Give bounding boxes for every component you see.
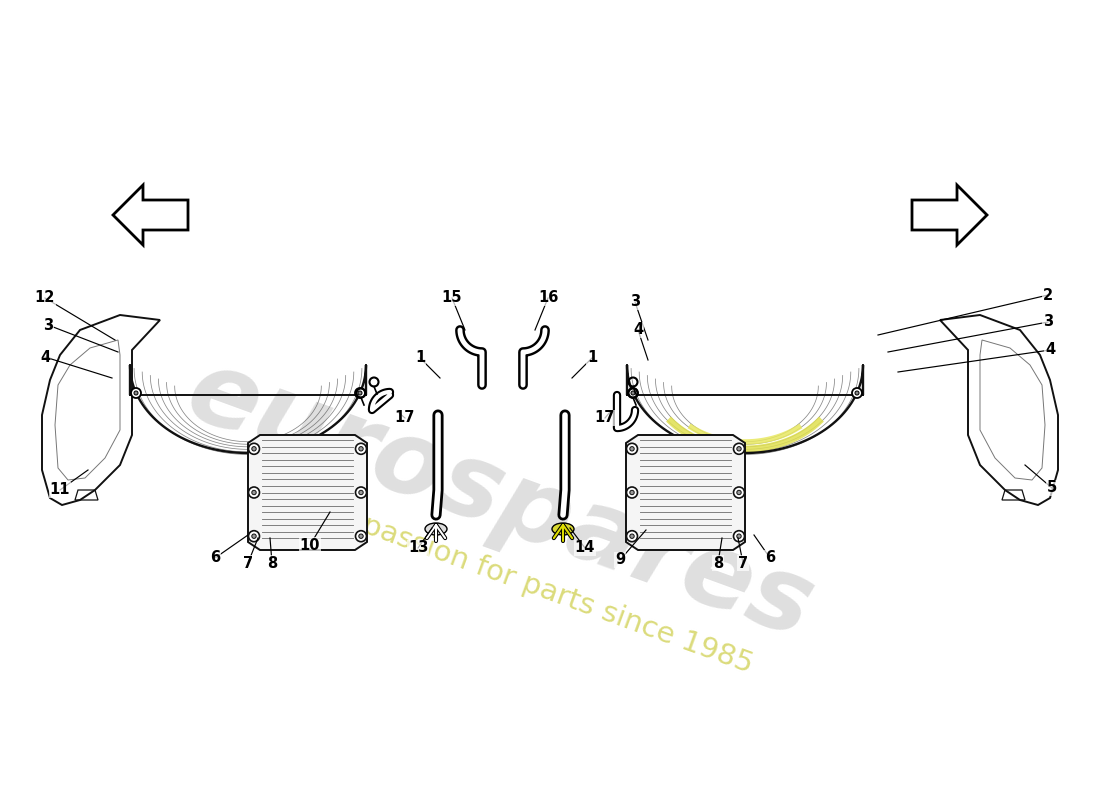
Text: 10: 10 <box>299 538 320 553</box>
Circle shape <box>355 530 366 542</box>
Circle shape <box>355 388 365 398</box>
Circle shape <box>358 391 362 395</box>
Circle shape <box>359 490 363 494</box>
Text: 1: 1 <box>415 350 425 366</box>
Circle shape <box>852 388 862 398</box>
Circle shape <box>249 487 260 498</box>
Circle shape <box>630 534 635 538</box>
Ellipse shape <box>552 523 574 535</box>
Circle shape <box>737 534 741 538</box>
Circle shape <box>134 391 138 395</box>
Text: 2: 2 <box>1043 287 1053 302</box>
Text: 6: 6 <box>764 550 776 566</box>
Circle shape <box>737 446 741 451</box>
Text: 7: 7 <box>243 555 253 570</box>
Text: 8: 8 <box>713 555 723 570</box>
Circle shape <box>628 388 638 398</box>
Text: 15: 15 <box>442 290 462 306</box>
Circle shape <box>252 446 256 451</box>
Circle shape <box>855 391 859 395</box>
Circle shape <box>131 388 141 398</box>
Circle shape <box>734 487 745 498</box>
Text: 17: 17 <box>395 410 415 426</box>
Text: 8: 8 <box>267 555 277 570</box>
Text: 17: 17 <box>595 410 615 426</box>
Circle shape <box>355 487 366 498</box>
Circle shape <box>355 443 366 454</box>
Polygon shape <box>248 435 367 550</box>
Circle shape <box>249 443 260 454</box>
Polygon shape <box>626 435 745 550</box>
Circle shape <box>627 487 638 498</box>
Circle shape <box>630 446 635 451</box>
Circle shape <box>627 530 638 542</box>
Text: 12: 12 <box>35 290 55 306</box>
Circle shape <box>630 490 635 494</box>
Text: 14: 14 <box>575 541 595 555</box>
Circle shape <box>627 443 638 454</box>
Circle shape <box>631 391 635 395</box>
Circle shape <box>252 490 256 494</box>
Text: 13: 13 <box>408 541 428 555</box>
Text: 6: 6 <box>210 550 220 566</box>
Text: 3: 3 <box>43 318 53 333</box>
Circle shape <box>359 446 363 451</box>
Text: 4: 4 <box>40 350 51 365</box>
Text: 3: 3 <box>630 294 640 310</box>
Circle shape <box>734 443 745 454</box>
Text: a passion for parts since 1985: a passion for parts since 1985 <box>333 502 757 678</box>
Text: 16: 16 <box>538 290 558 306</box>
Circle shape <box>252 534 256 538</box>
Text: 4: 4 <box>632 322 644 338</box>
Text: 7: 7 <box>738 555 748 570</box>
Text: 5: 5 <box>1047 481 1057 495</box>
Circle shape <box>249 530 260 542</box>
Circle shape <box>359 534 363 538</box>
Text: 4: 4 <box>1045 342 1055 358</box>
Text: 3: 3 <box>1043 314 1053 330</box>
Circle shape <box>734 530 745 542</box>
Circle shape <box>737 490 741 494</box>
Text: 9: 9 <box>615 553 625 567</box>
Text: 11: 11 <box>50 482 70 498</box>
Text: 1: 1 <box>587 350 597 366</box>
Ellipse shape <box>425 523 447 535</box>
Text: eurospares: eurospares <box>174 340 826 660</box>
